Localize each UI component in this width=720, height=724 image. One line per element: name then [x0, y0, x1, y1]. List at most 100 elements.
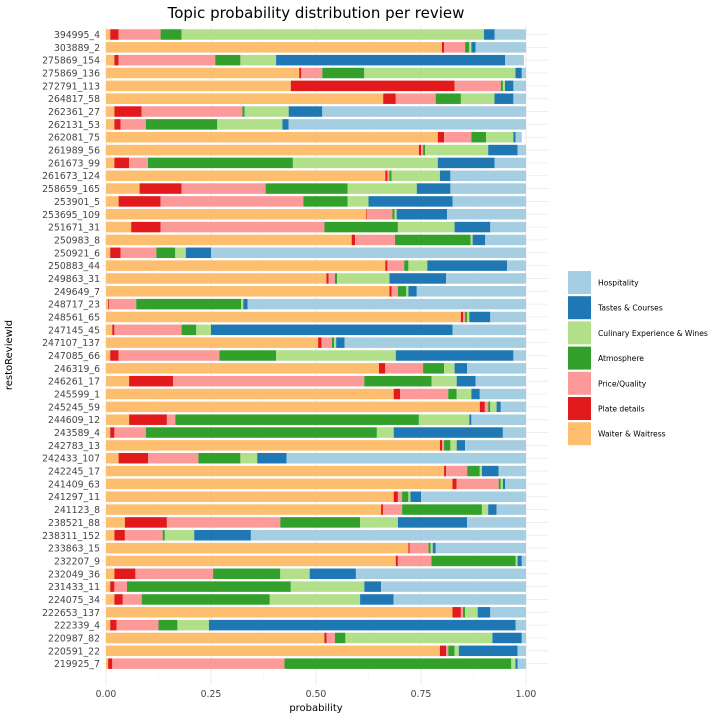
bar-segment	[336, 337, 345, 348]
bar-segment	[148, 157, 293, 169]
bar-segment	[513, 93, 526, 104]
bar-segment	[389, 273, 447, 284]
bar-row	[106, 324, 526, 336]
bar-segment	[284, 658, 512, 669]
bar-segment	[364, 581, 382, 592]
bar-segment	[366, 209, 368, 220]
bar-segment	[376, 427, 394, 438]
bar-segment	[387, 170, 390, 181]
bar-segment	[106, 144, 419, 156]
bar-segment	[196, 324, 211, 336]
bar-segment	[240, 452, 258, 464]
bar-segment	[397, 286, 407, 297]
bar-segment	[507, 260, 526, 271]
bar-segment	[160, 196, 304, 207]
legend-item: Tastes & Courses	[568, 296, 663, 320]
bar-segment	[488, 504, 497, 515]
bar-segment	[355, 568, 526, 580]
bar-segment	[114, 119, 121, 130]
bar-segment	[456, 388, 472, 400]
bar-row	[106, 170, 526, 181]
bar-segment	[460, 93, 495, 104]
bar-segment	[467, 311, 470, 323]
bar-segment	[114, 581, 127, 592]
y-tick-label: 242245_17	[48, 467, 100, 478]
bar-segment	[106, 465, 445, 477]
y-tick-label: 272791_113	[42, 81, 100, 92]
bar-segment	[397, 555, 432, 567]
bar-segment	[215, 54, 241, 66]
bar-segment	[156, 247, 176, 259]
y-tick-label: 245599_1	[54, 390, 100, 401]
legend-swatch	[568, 371, 591, 395]
bar-segment	[484, 401, 489, 413]
bar-segment	[106, 42, 442, 53]
bar-segment	[106, 311, 461, 323]
bar-row	[106, 54, 524, 66]
bar-segment	[465, 311, 468, 323]
bar-segment	[383, 504, 403, 515]
bar-segment	[114, 594, 123, 605]
bar-segment	[437, 157, 495, 169]
bar-segment	[106, 388, 394, 400]
x-axis-label: probability	[289, 703, 342, 714]
bar-segment	[471, 414, 526, 425]
bar-segment	[505, 478, 526, 490]
bar-segment	[406, 286, 409, 297]
bar-segment	[241, 298, 244, 310]
bar-segment	[448, 388, 457, 400]
bar-row	[106, 221, 526, 233]
bar-segment	[269, 594, 361, 605]
bar-segment	[106, 401, 480, 413]
bar-segment	[292, 157, 438, 169]
bar-segment	[402, 504, 482, 515]
bar-segment	[447, 209, 526, 220]
bar-segment	[290, 581, 365, 592]
bar-segment	[383, 93, 396, 104]
y-tick-label: 248717_23	[48, 300, 100, 311]
bar-segment	[517, 658, 526, 669]
x-tick-label: 1.00	[516, 689, 537, 700]
bar-segment	[444, 465, 447, 477]
bar-segment	[394, 234, 471, 246]
bar-segment	[158, 619, 178, 631]
bar-segment	[513, 131, 516, 143]
bar-segment	[446, 465, 468, 477]
legend-label: Culinary Experience & Wines	[598, 329, 708, 338]
bar-segment	[481, 504, 489, 515]
bar-row	[106, 568, 526, 580]
bar-row	[106, 260, 526, 271]
y-axis-label: restoReviewId	[4, 320, 15, 390]
bar-segment	[106, 555, 396, 567]
bar-segment	[334, 632, 346, 644]
bar-segment	[106, 29, 111, 40]
y-tick-label: 232049_36	[48, 569, 100, 580]
bar-segment	[492, 632, 522, 644]
bar-segment	[114, 530, 125, 541]
bar-segment	[448, 645, 455, 657]
bar-segment	[471, 42, 476, 53]
bar-segment	[494, 157, 526, 169]
y-tick-label: 250983_8	[54, 235, 100, 246]
y-tick-label: 394995_4	[54, 30, 100, 41]
bar-segment	[118, 452, 148, 464]
bar-segment	[108, 298, 137, 310]
bar-row	[106, 478, 526, 490]
bar-row	[106, 632, 526, 644]
y-tick-label: 231433_11	[48, 582, 100, 593]
bar-segment	[257, 452, 287, 464]
bar-segment	[106, 375, 130, 387]
bar-segment	[106, 645, 440, 657]
bar-segment	[114, 324, 182, 336]
bar-segment	[213, 568, 281, 580]
bar-segment	[397, 221, 455, 233]
bar-segment	[416, 286, 526, 297]
bar-segment	[430, 542, 433, 554]
bar-segment	[106, 196, 119, 207]
y-tick-label: 261989_56	[48, 146, 100, 157]
bar-segment	[106, 607, 453, 618]
bar-segment	[106, 658, 109, 669]
bar-segment	[367, 209, 393, 220]
bar-segment	[242, 106, 245, 117]
bar-segment	[110, 350, 119, 361]
